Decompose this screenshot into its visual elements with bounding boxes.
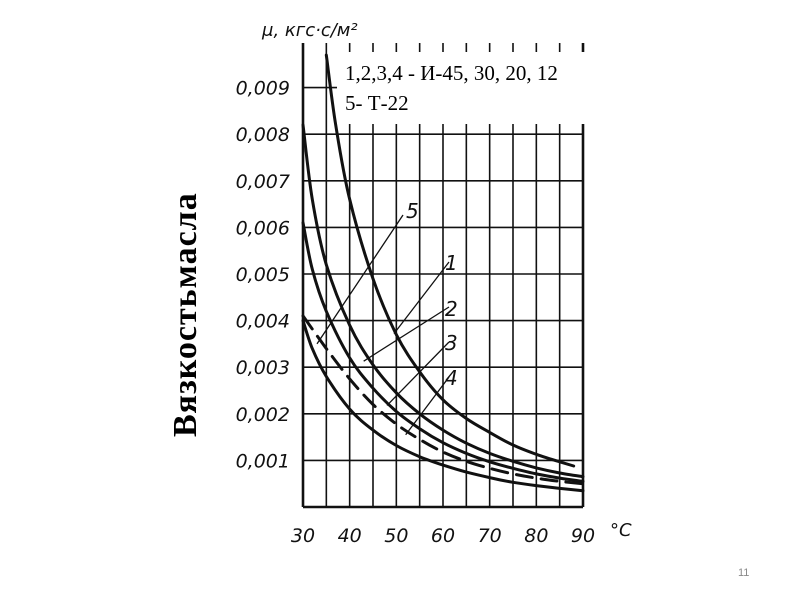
curve-leader-lines — [316, 214, 450, 436]
y-axis-title: Вязкостьмасла — [167, 192, 204, 437]
y-tick-label: 0,003 — [236, 357, 290, 379]
legend-line-2: 5- Т-22 — [345, 91, 409, 115]
leader-line-5 — [316, 214, 404, 345]
y-tick-label: 0,002 — [236, 404, 290, 426]
curve-label-3: 3 — [445, 331, 458, 355]
y-tick-label: 0,005 — [236, 264, 290, 286]
curve-3 — [301, 221, 585, 483]
x-tick-label: 80 — [524, 525, 548, 547]
x-tick-label: 60 — [431, 525, 455, 547]
y-tick-label: 0,007 — [236, 171, 290, 193]
leader-line-4 — [405, 376, 450, 436]
leader-line-2 — [363, 306, 450, 362]
curve-4 — [301, 319, 585, 493]
x-unit-label: °C — [610, 520, 632, 541]
curves — [301, 53, 585, 493]
y-tick-label: 0,008 — [236, 124, 290, 146]
legend-line-1: 1,2,3,4 - И-45, 30, 20, 12 — [345, 61, 558, 85]
x-tick-label: 40 — [338, 525, 362, 547]
legend-box — [337, 52, 633, 124]
y-tick-label: 0,001 — [236, 450, 290, 472]
curve-2 — [301, 123, 585, 479]
x-tick-label: 90 — [571, 525, 595, 547]
curve-label-5: 5 — [406, 199, 419, 223]
y-tick-label: 0,004 — [236, 311, 290, 333]
curve-5 — [301, 314, 585, 486]
leader-line-1 — [393, 261, 450, 335]
x-tick-label: 30 — [291, 525, 315, 547]
curve-label-4: 4 — [445, 366, 458, 390]
x-tick-label: 50 — [384, 525, 408, 547]
y-tick-label: 0,006 — [236, 217, 290, 239]
leader-line-3 — [386, 341, 450, 406]
tick-labels: 0,001 0,002 0,003 0,004 0,005 0,006 0,007 0,008… — [236, 78, 596, 547]
curve-label-2: 2 — [445, 297, 458, 321]
curve-label-1: 1 — [445, 251, 458, 275]
curve-labels: 1 2 3 4 5 — [406, 199, 458, 390]
x-tick-label: 70 — [478, 525, 502, 547]
curve-1 — [324, 53, 576, 468]
page-number: 11 — [738, 567, 749, 579]
y-unit-label: μ, кгс·с/м² — [261, 20, 358, 41]
y-tick-label: 0,009 — [236, 78, 290, 100]
